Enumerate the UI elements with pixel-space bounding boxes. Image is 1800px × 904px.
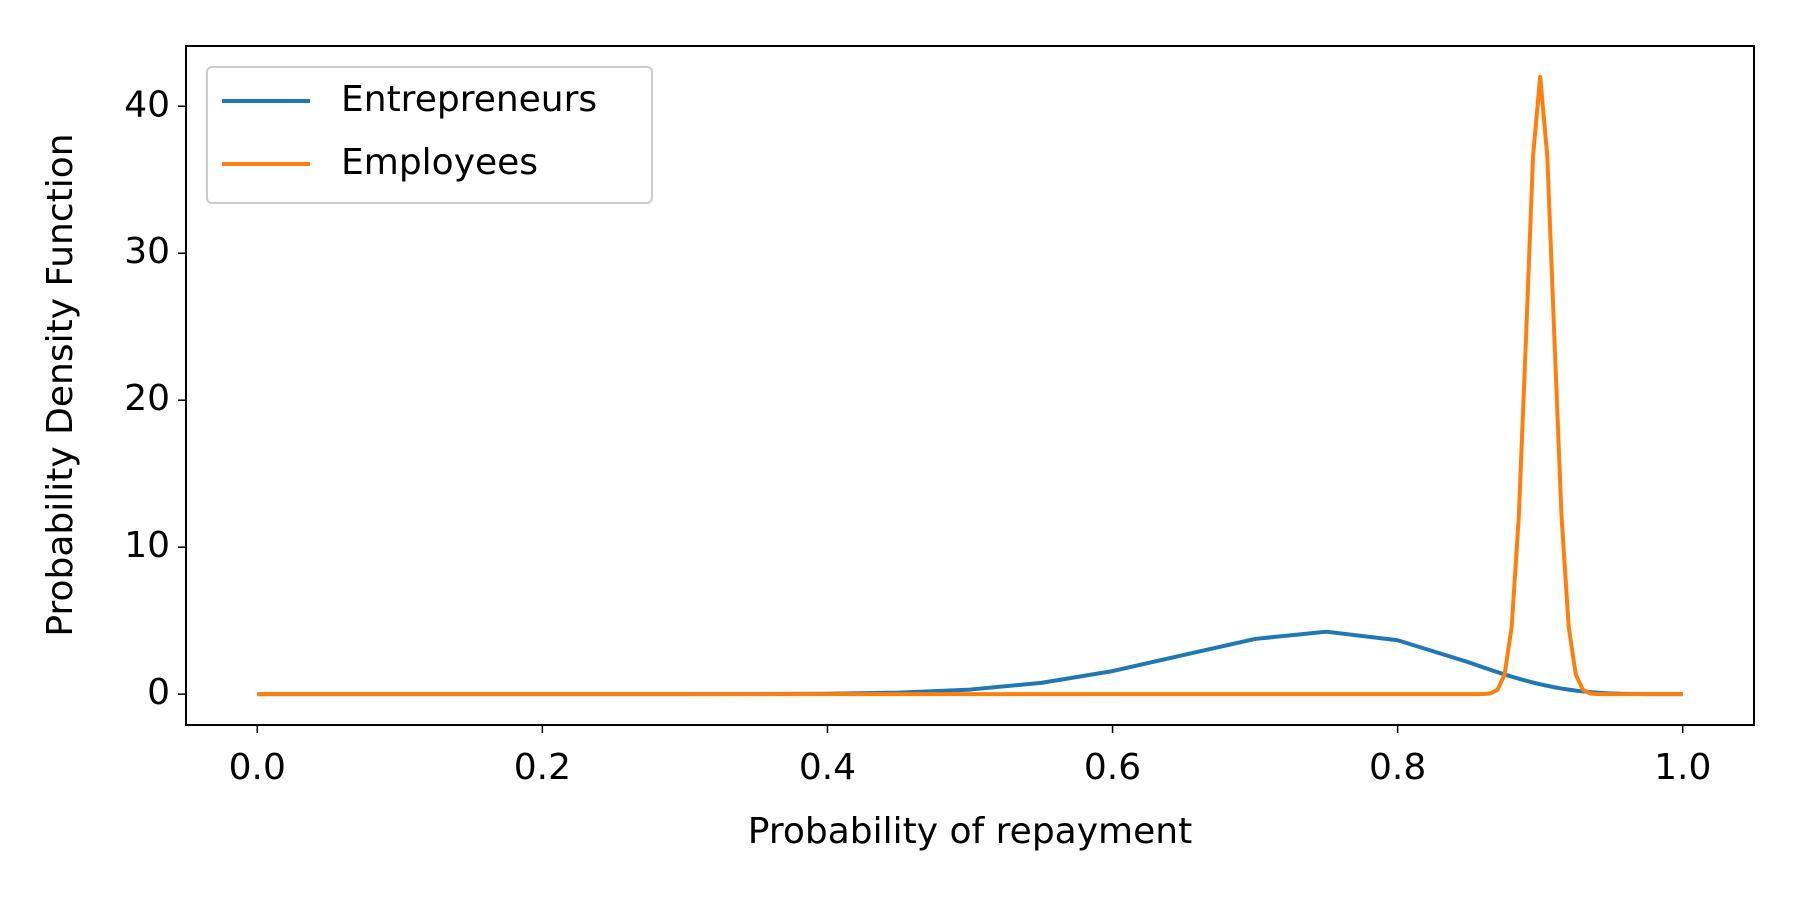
legend-label: Employees [341, 142, 538, 183]
y-axis-label: Probability Density Function [40, 133, 81, 636]
x-tick-label: 0.4 [799, 747, 856, 788]
plot-frame [185, 45, 1755, 726]
series-line [257, 74, 1683, 697]
legend-label: Entrepreneurs [341, 79, 597, 120]
legend: Entrepreneurs Employees [206, 66, 653, 204]
x-tick-label: 1.0 [1654, 747, 1711, 788]
y-tick-label: 40 [124, 84, 170, 125]
x-tick-label: 0.8 [1369, 747, 1426, 788]
y-tick-label: 0 [147, 672, 170, 713]
series-line [257, 629, 1683, 697]
x-axis-label: Probability of repayment [748, 811, 1192, 852]
x-tick-label: 0.0 [229, 747, 286, 788]
legend-box [206, 66, 653, 204]
y-tick-label: 10 [124, 525, 170, 566]
y-tick-label: 20 [124, 378, 170, 419]
x-tick-label: 0.6 [1084, 747, 1141, 788]
x-tick-label: 0.2 [514, 747, 571, 788]
y-tick-label: 30 [124, 231, 170, 272]
